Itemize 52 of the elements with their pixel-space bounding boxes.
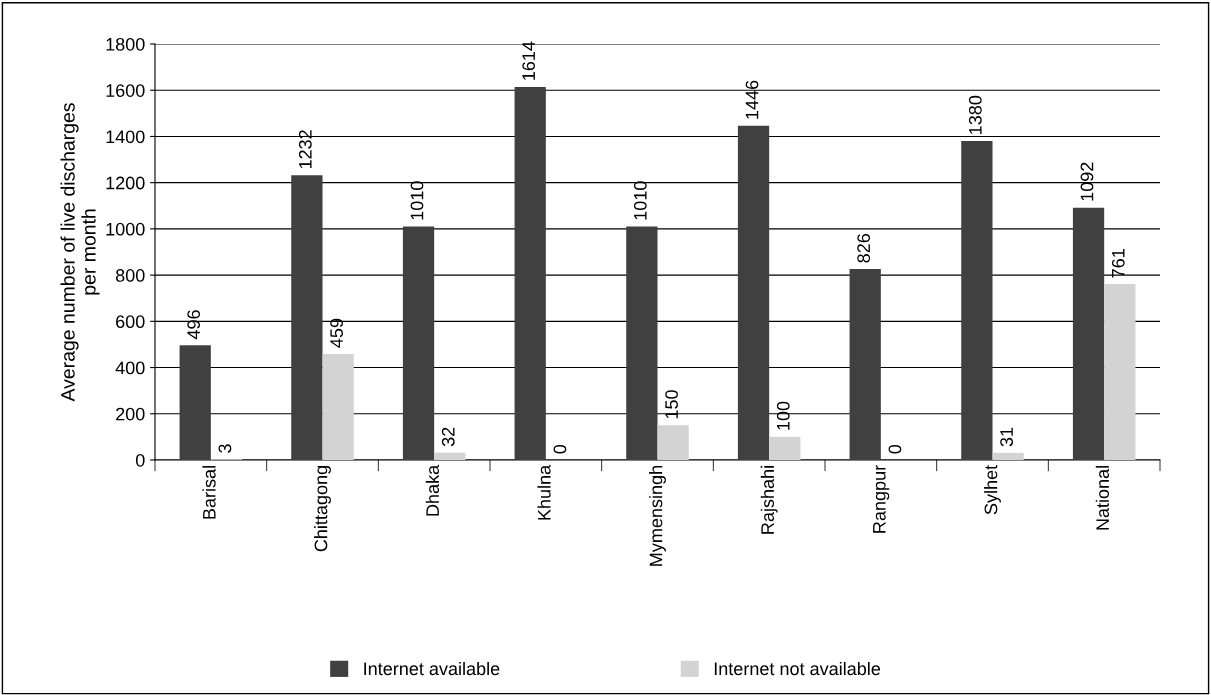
x-tick-label: Rangpur (873, 465, 890, 533)
x-tick-label: Khulna (537, 464, 551, 520)
bar (626, 226, 658, 460)
y-axis-title: Average number of live discharges per month (60, 103, 100, 402)
data-label: 3 (218, 444, 232, 453)
x-tick-label: Chittagong (314, 466, 331, 552)
legend-label: Internet not available (714, 661, 881, 676)
data-label: 1092 (1080, 162, 1094, 201)
y-tick-label: 200 (116, 407, 145, 421)
data-label: 31 (1000, 427, 1013, 447)
bar (402, 226, 435, 460)
bar (1072, 207, 1105, 460)
y-tick-label: 1800 (106, 37, 145, 51)
bar (434, 452, 466, 460)
bar (961, 141, 993, 460)
bar (514, 86, 546, 460)
x-tick-label: National (1095, 466, 1110, 530)
x-tick-label: Barisal (202, 466, 216, 519)
y-tick-label: 1200 (106, 176, 145, 190)
x-tick-label: Dhaka (425, 464, 440, 516)
y-tick-label: 600 (116, 315, 145, 329)
data-label: 826 (857, 233, 871, 263)
bar (769, 436, 801, 460)
bar (291, 175, 323, 460)
y-tick-label: 1600 (106, 84, 145, 97)
data-label: 1614 (522, 41, 536, 80)
y-tick-label: 800 (115, 269, 145, 282)
y-tick-label: 0 (135, 453, 145, 467)
y-tick-label: 1000 (106, 222, 145, 236)
data-label: 1446 (745, 80, 759, 119)
bar (179, 345, 211, 460)
data-label: 1380 (968, 95, 982, 134)
data-label: 100 (776, 401, 790, 430)
data-label: 459 (330, 318, 343, 348)
bar (992, 452, 1024, 460)
y-tick-label: 400 (115, 361, 145, 375)
y-tick-label: 1400 (106, 130, 145, 144)
x-tick-label: Mymensingh (649, 466, 666, 566)
data-label: 0 (888, 444, 902, 454)
legend-label: Internet available (364, 661, 500, 676)
data-label: 0 (553, 444, 567, 454)
data-label: 1232 (298, 130, 312, 169)
x-tick-label: Sylhet (984, 464, 1001, 515)
bar (1104, 284, 1136, 460)
bar (849, 269, 881, 460)
data-label: 32 (441, 427, 455, 447)
bar (657, 425, 689, 460)
bar (737, 125, 770, 460)
data-label: 150 (665, 390, 678, 419)
bar (322, 353, 354, 460)
x-tick-label: Rajshahi (760, 466, 778, 534)
data-label: 761 (1111, 249, 1125, 278)
